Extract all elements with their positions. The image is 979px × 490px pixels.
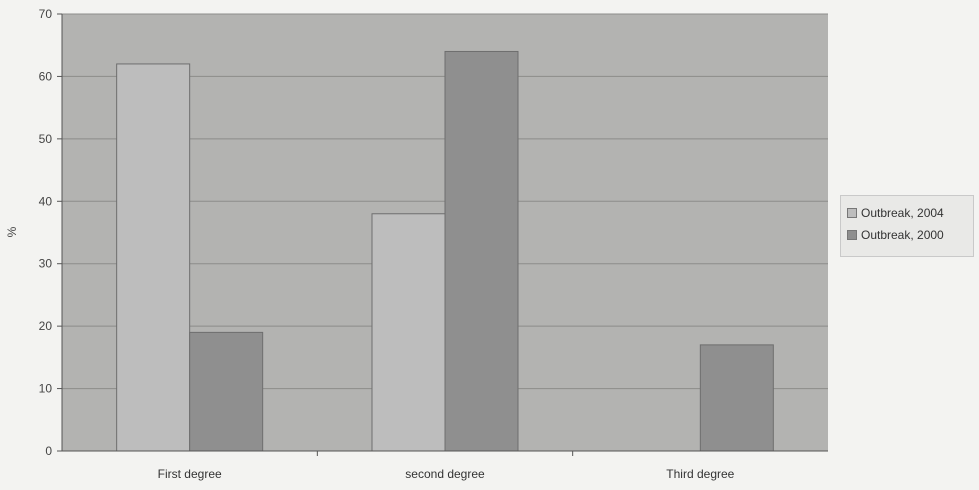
legend: Outbreak, 2004 Outbreak, 2000 <box>840 195 974 257</box>
bar-2004-0 <box>116 63 191 452</box>
y-axis-title: % <box>5 226 19 237</box>
legend-swatch-2004 <box>847 208 857 218</box>
legend-label-2004: Outbreak, 2004 <box>861 206 944 220</box>
legend-swatch-2000 <box>847 230 857 240</box>
y-tick-label: 40 <box>39 194 53 208</box>
y-tick-label: 10 <box>39 382 53 396</box>
bar-2000-1 <box>444 50 519 452</box>
bar-2000-2 <box>699 344 774 452</box>
y-tick-label: 0 <box>45 444 52 458</box>
y-tick-label: 70 <box>39 7 53 21</box>
x-category-label: second degree <box>405 467 485 481</box>
y-tick-label: 60 <box>39 69 53 83</box>
legend-item-2004: Outbreak, 2004 <box>847 202 973 224</box>
bar-2000-0 <box>189 331 264 452</box>
y-tick-label: 50 <box>39 132 53 146</box>
legend-item-2000: Outbreak, 2000 <box>847 224 973 246</box>
x-category-label: Third degree <box>666 467 734 481</box>
bar-2004-1 <box>371 213 446 452</box>
x-category-label: First degree <box>158 467 222 481</box>
y-tick-label: 20 <box>39 319 53 333</box>
y-tick-label: 30 <box>39 257 53 271</box>
legend-label-2000: Outbreak, 2000 <box>861 228 944 242</box>
